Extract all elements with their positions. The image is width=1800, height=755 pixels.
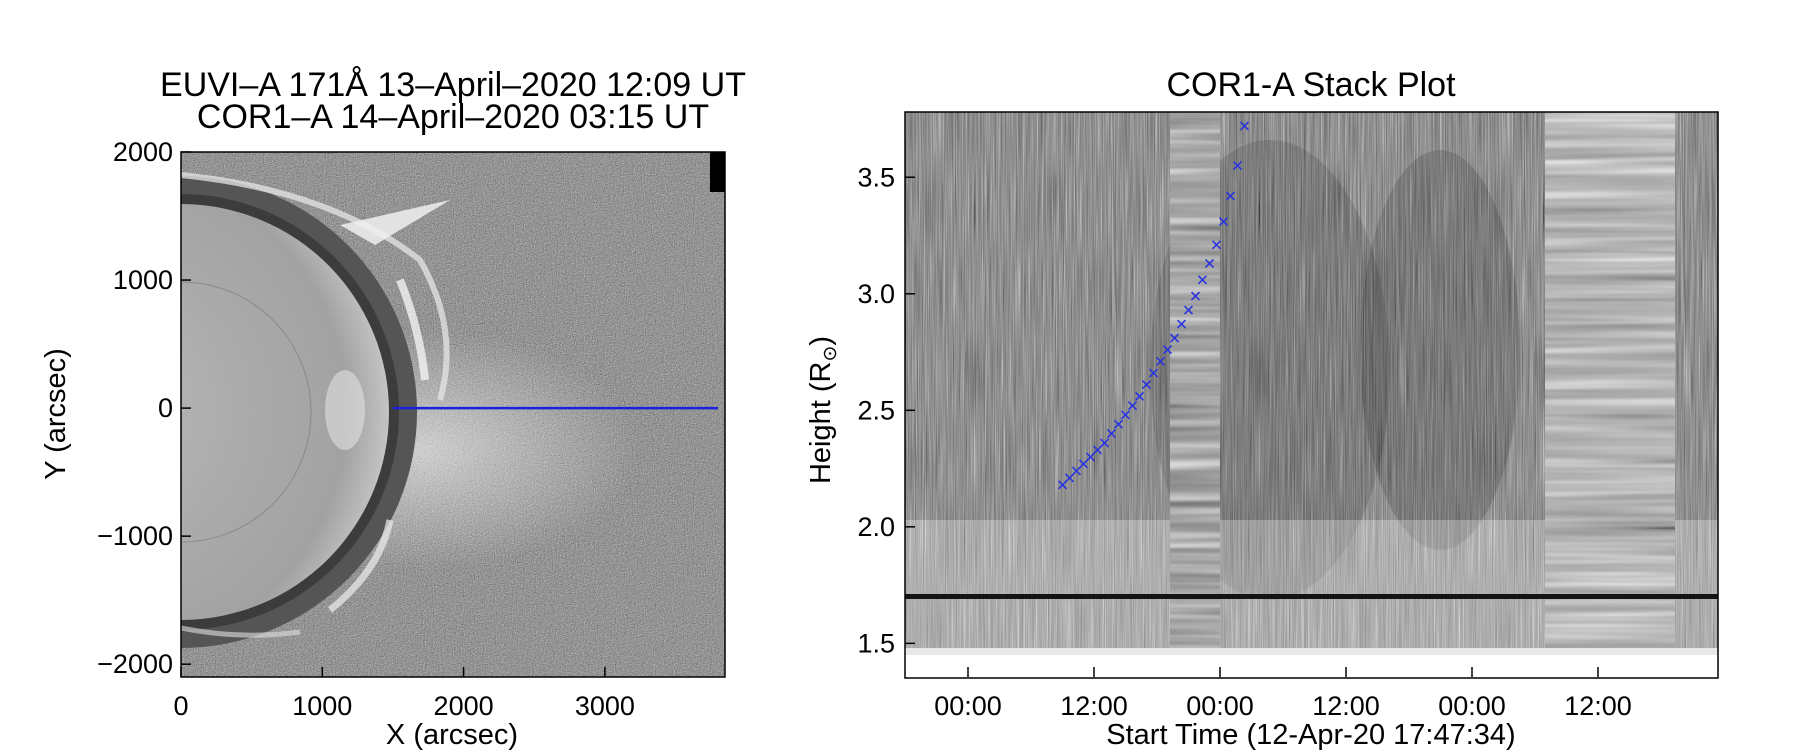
- left-ytick-label: −1000: [97, 521, 173, 551]
- left-xtick-label: 0: [173, 691, 188, 721]
- left-ytick-label: 0: [158, 393, 173, 423]
- right-ytick-label: 1.5: [857, 628, 895, 658]
- right-xtick-label: 12:00: [1564, 691, 1632, 721]
- track-point: [1106, 429, 1117, 439]
- right-ylabel-text: Height (R: [805, 362, 837, 485]
- left-xtick-label: 2000: [434, 691, 494, 721]
- track-point: [1113, 419, 1124, 429]
- track-point: [1120, 410, 1131, 420]
- track-point: [1232, 161, 1243, 171]
- right-xtick-label: 00:00: [934, 691, 1002, 721]
- track-point: [1183, 305, 1194, 315]
- right-ytick-label: 3.5: [857, 162, 895, 192]
- right-axes-frame: [904, 111, 1719, 679]
- track-point: [1064, 473, 1075, 483]
- right-ylabel: Height (R⊙): [805, 336, 841, 484]
- right-image: [905, 112, 1718, 655]
- left-yticks: 2000 1000 0 −1000 −2000: [97, 137, 191, 679]
- track-point: [1218, 216, 1229, 227]
- right-ytick-label: 2.5: [857, 395, 895, 425]
- right-xtick-label: 00:00: [1438, 691, 1506, 721]
- left-ytick-label: −2000: [97, 649, 173, 679]
- right-yticks: 3.5 3.0 2.5 2.0 1.5: [857, 162, 915, 658]
- left-ytick-label: 1000: [113, 265, 173, 295]
- track-point: [1190, 291, 1201, 301]
- right-xticks: 00:00 12:00 00:00 12:00 00:00 12:00: [934, 667, 1632, 721]
- track-point: [1162, 345, 1173, 355]
- track-point: [1204, 258, 1215, 269]
- right-xtick-label: 12:00: [1060, 691, 1128, 721]
- left-image: [181, 152, 725, 677]
- left-xticks: 0 1000 2000 3000: [173, 667, 635, 721]
- track-point: [1197, 275, 1208, 285]
- right-ytick-label: 2.0: [857, 512, 895, 542]
- left-xtick-label: 1000: [292, 691, 352, 721]
- track-point: [1071, 466, 1082, 476]
- left-title-line2: COR1–A 14–April–2020 03:15 UT: [197, 98, 709, 136]
- right-ytick-label: 3.0: [857, 279, 895, 309]
- left-title-line1: EUVI–A 171Å 13–April–2020 12:09 UT: [160, 66, 746, 104]
- track-point: [1057, 480, 1068, 490]
- left-xtick-label: 3000: [575, 691, 635, 721]
- left-axes-frame: [180, 151, 726, 678]
- track-point: [1148, 368, 1159, 378]
- right-xtick-label: 00:00: [1186, 691, 1254, 721]
- right-ylabel-sub: ⊙: [820, 346, 841, 362]
- right-ylabel-end: ): [805, 336, 837, 346]
- track-point: [1211, 240, 1222, 250]
- track-point: [1239, 121, 1250, 131]
- right-title: COR1-A Stack Plot: [1166, 66, 1456, 104]
- left-xlabel: X (arcsec): [386, 719, 518, 750]
- track-point: [1078, 459, 1089, 469]
- right-xtick-label: 12:00: [1312, 691, 1380, 721]
- track-point: [1134, 391, 1145, 401]
- track-point: [1141, 380, 1152, 390]
- track-marks: [1057, 121, 1250, 490]
- track-point: [1099, 438, 1110, 448]
- track-point: [1169, 333, 1180, 343]
- track-point: [1127, 401, 1138, 411]
- left-ytick-label: 2000: [113, 137, 173, 167]
- left-ylabel: Y (arcsec): [40, 348, 72, 480]
- right-xlabel: Start Time (12-Apr-20 17:47:34): [1106, 719, 1515, 750]
- track-point: [1085, 452, 1096, 462]
- track-point: [1092, 445, 1103, 455]
- track-point: [1176, 319, 1187, 329]
- track-point: [1155, 356, 1166, 366]
- track-point: [1225, 191, 1236, 201]
